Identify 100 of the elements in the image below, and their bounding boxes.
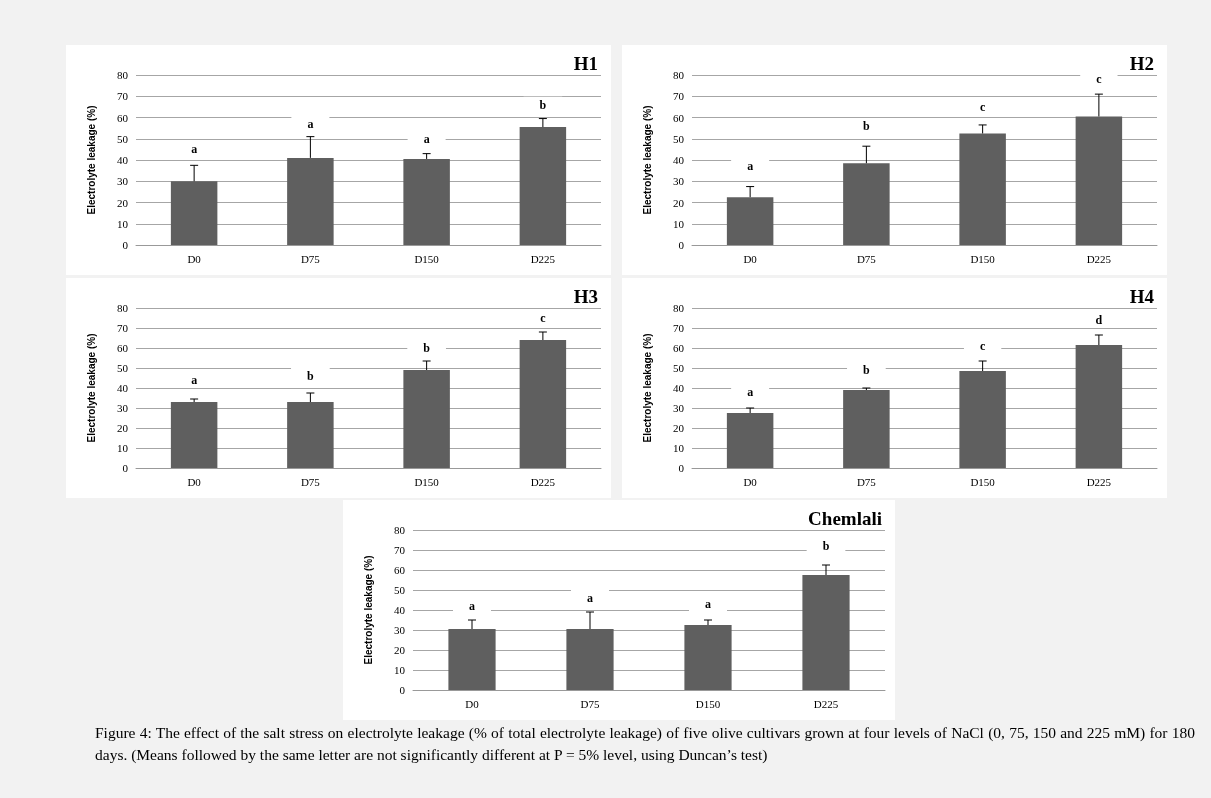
bar xyxy=(566,629,614,690)
x-tick-label: D225 xyxy=(1086,252,1112,265)
y-tick-label: 70 xyxy=(117,322,129,334)
y-tick-label: 50 xyxy=(673,362,685,374)
annotation: b xyxy=(822,539,830,553)
y-tick-label: 30 xyxy=(673,175,685,188)
x-tick-label: D75 xyxy=(856,252,877,265)
annotation: b xyxy=(539,97,547,112)
annotation: b xyxy=(863,119,871,133)
annotation: b xyxy=(307,369,315,383)
y-tick-label: 0 xyxy=(678,239,685,251)
annotation: b xyxy=(863,363,871,377)
bar xyxy=(519,127,567,245)
y-axis-title: Electrolyte leakage (%) xyxy=(362,555,374,665)
bar xyxy=(726,197,774,245)
annotation: a xyxy=(191,373,198,387)
y-tick-label: 60 xyxy=(117,111,129,124)
x-tick-label: D75 xyxy=(300,475,321,488)
y-tick-label: 10 xyxy=(117,217,129,230)
annotation: a xyxy=(705,597,711,611)
annotation: a xyxy=(469,599,475,613)
annotation: a xyxy=(587,591,593,605)
y-tick-label: 30 xyxy=(394,624,406,636)
y-tick-label: 10 xyxy=(673,217,685,230)
x-tick-label: D0 xyxy=(743,475,758,488)
chart-title: Chemlali xyxy=(808,508,883,529)
y-tick-label: 0 xyxy=(678,462,685,474)
annotation: a xyxy=(747,159,754,174)
x-tick-label: D225 xyxy=(530,475,556,488)
bar xyxy=(843,390,890,468)
x-tick-label: D225 xyxy=(530,252,556,265)
bar xyxy=(843,163,890,245)
chart-title: H4 xyxy=(1129,286,1155,307)
y-tick-label: 40 xyxy=(673,382,685,394)
bar xyxy=(726,413,774,468)
y-tick-label: 80 xyxy=(673,69,685,81)
annotation: c xyxy=(1096,72,1103,87)
y-tick-label: 40 xyxy=(117,154,129,166)
y-tick-label: 50 xyxy=(117,362,129,374)
y-tick-label: 60 xyxy=(394,564,406,576)
y-tick-label: 0 xyxy=(122,239,129,251)
y-tick-label: 70 xyxy=(673,90,685,103)
y-axis-title: Electrolyte leakage (%) xyxy=(641,333,653,443)
y-tick-label: 50 xyxy=(394,584,406,596)
y-axis-title: Electrolyte leakage (%) xyxy=(85,105,97,215)
bar xyxy=(802,575,850,690)
y-tick-label: 80 xyxy=(117,302,129,314)
x-tick-label: D75 xyxy=(856,475,877,488)
chart-title: H1 xyxy=(573,53,598,74)
y-tick-label: 0 xyxy=(122,462,129,474)
x-tick-label: D150 xyxy=(414,475,440,488)
annotation: a xyxy=(307,116,314,131)
y-tick-label: 20 xyxy=(117,196,129,209)
y-tick-label: 20 xyxy=(673,196,685,209)
bar xyxy=(403,370,450,468)
y-tick-label: 40 xyxy=(673,154,685,166)
bar xyxy=(1075,345,1123,468)
x-tick-label: D150 xyxy=(695,697,721,710)
y-tick-label: 40 xyxy=(117,382,129,394)
y-tick-label: 20 xyxy=(673,422,685,434)
annotation: a xyxy=(191,142,198,157)
x-tick-label: D150 xyxy=(414,252,440,265)
bar xyxy=(684,625,732,690)
bar xyxy=(959,371,1006,468)
x-tick-label: D150 xyxy=(970,475,996,488)
bar xyxy=(170,402,218,468)
caption: Figure 4: The effect of the salt stress on electrolyte leakage (% of total electrolyte leakage) of five olive cultivars grown at four levels of NaCl (0, 75, 150 and 225 mM) for 180 days. (Means followed by the same letter are not significantly different at P = 5% level, using Duncan’s test) xyxy=(95,723,1195,765)
x-tick-label: D0 xyxy=(743,252,758,265)
y-tick-label: 60 xyxy=(673,342,685,354)
annotation: c xyxy=(979,99,986,114)
y-tick-label: 80 xyxy=(673,302,685,314)
y-axis-title: Electrolyte leakage (%) xyxy=(641,105,653,215)
annotation: d xyxy=(1095,313,1103,327)
y-tick-label: 30 xyxy=(673,402,685,414)
bar xyxy=(403,158,450,245)
y-tick-label: 80 xyxy=(394,524,406,536)
y-tick-label: 50 xyxy=(117,132,129,145)
bar xyxy=(1075,116,1123,245)
annotation: b xyxy=(423,341,431,355)
bar xyxy=(170,181,218,245)
bar xyxy=(287,157,334,245)
y-tick-label: 70 xyxy=(394,544,406,556)
x-tick-label: D225 xyxy=(813,697,839,710)
y-tick-label: 20 xyxy=(117,422,129,434)
bar xyxy=(448,629,496,690)
bar xyxy=(287,402,334,468)
y-tick-label: 0 xyxy=(399,684,406,696)
annotation: a xyxy=(747,385,754,399)
y-tick-label: 60 xyxy=(673,111,685,124)
x-tick-label: D225 xyxy=(1086,475,1112,488)
x-tick-label: D0 xyxy=(187,252,202,265)
bar xyxy=(959,133,1006,245)
x-tick-label: D75 xyxy=(580,697,600,710)
annotation: c xyxy=(540,311,547,325)
y-tick-label: 60 xyxy=(117,342,129,354)
y-tick-label: 70 xyxy=(117,90,129,103)
bar xyxy=(519,340,567,468)
chart-title: H3 xyxy=(573,286,598,307)
annotation: c xyxy=(979,339,986,353)
y-tick-label: 10 xyxy=(673,442,685,454)
